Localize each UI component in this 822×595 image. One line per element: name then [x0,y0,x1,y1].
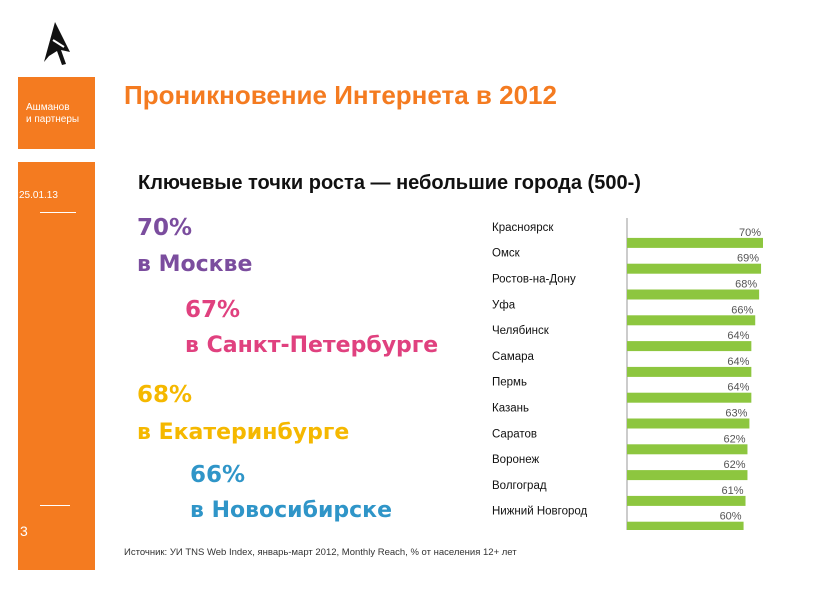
bar [627,263,762,274]
ekb-percent: 68% [137,382,193,408]
category-label: Челябинск [492,325,550,337]
brand-name-line2: и партнеры [26,114,80,125]
category-label: Омск [492,248,521,260]
category-label: Волгоград [492,480,547,492]
bar [627,521,744,530]
value-label: 62% [723,459,745,471]
divider-bottom [40,505,70,506]
bar [627,315,756,326]
value-label: 63% [725,408,747,420]
moscow-percent: 70% [137,215,193,241]
value-label: 70% [739,227,761,239]
category-label: Казань [492,403,529,415]
slide-subtitle: Ключевые точки роста — небольшие города … [138,172,641,194]
info-block [18,162,95,570]
value-label: 61% [722,485,744,497]
category-label: Воронеж [492,454,539,466]
value-label: 64% [727,330,749,342]
category-label: Красноярск [492,222,554,234]
category-label: Самара [492,351,535,363]
divider-top [40,212,76,213]
source-note: Источник: УИ TNS Web Index, январь-март … [124,547,517,558]
company-logo-icon [44,22,70,65]
sidebar: Ашманов и партнеры 25.01.13 3 [0,0,95,595]
bar [627,470,748,481]
value-label: 69% [737,253,759,265]
bar [627,444,748,455]
category-label: Саратов [492,428,537,440]
slide-title: Проникновение Интернета в 2012 [124,80,557,110]
value-label: 64% [727,356,749,368]
slide-date: 25.01.13 [19,190,58,201]
bar [627,418,750,429]
value-label: 60% [720,511,742,523]
category-label: Пермь [492,377,527,389]
ekb-city: в Екатеринбурге [137,420,350,445]
bar [627,495,746,506]
value-label: 62% [723,433,745,445]
value-label: 68% [735,279,757,291]
brand-block [18,77,95,149]
category-label: Уфа [492,299,516,311]
nsk-percent: 66% [190,462,246,488]
nsk-city: в Новосибирске [190,498,393,523]
brand-name-line1: Ашманов [26,102,70,113]
bar [627,366,752,377]
bar [627,289,760,300]
page-number: 3 [20,523,28,539]
spb-percent: 67% [185,297,241,323]
bar [627,237,763,248]
bar [627,341,752,352]
category-label: Нижний Новгород [492,506,588,518]
moscow-city: в Москве [137,252,253,277]
city-penetration-chart: Красноярск 70% Омск 69% Ростов-на-Дону 68% Уфа… [492,218,763,530]
category-label: Ростов-на-Дону [492,274,576,286]
bar [627,392,752,403]
value-label: 66% [731,304,753,316]
value-label: 64% [727,382,749,394]
spb-city: в Санкт-Петербурге [185,333,439,358]
